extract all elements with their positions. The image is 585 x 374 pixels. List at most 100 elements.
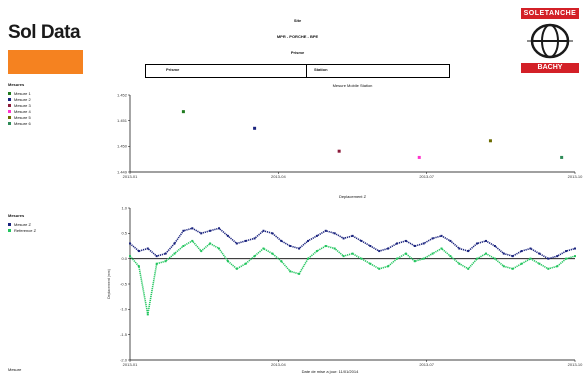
data-point: [235, 267, 238, 270]
data-point: [458, 247, 461, 250]
data-point: [396, 257, 398, 260]
data-point: [502, 265, 505, 268]
legend-bottom-title: Mesures: [8, 213, 25, 218]
data-point: [538, 252, 541, 255]
data-point: [502, 252, 505, 255]
data-point: [146, 313, 149, 316]
data-point: [431, 237, 434, 240]
data-point: [333, 232, 336, 235]
data-point: [333, 247, 336, 250]
data-point: [449, 255, 452, 258]
data-point: [485, 239, 487, 242]
data-point: [342, 237, 345, 240]
y-tick-label: 1.0: [121, 205, 127, 210]
data-point: [173, 252, 176, 255]
soldata-logo-text: Sol Data: [8, 22, 81, 43]
data-point: [369, 262, 372, 265]
data-point: [181, 110, 185, 114]
data-point: [209, 229, 212, 232]
legend-bottom: Mesures Mesure Z Reference Z: [8, 213, 36, 233]
data-point: [476, 257, 479, 260]
data-point: [280, 239, 283, 242]
data-point: [485, 252, 487, 255]
legend-top-item: Mesure 2: [8, 96, 31, 102]
legend-top-item: Mesure 3: [8, 102, 31, 108]
data-point: [253, 237, 256, 240]
data-point: [137, 250, 140, 253]
legend-top: Mesures Mesure 1 Mesure 2 Mesure 3 Mesur…: [8, 82, 31, 126]
soldata-logo-band: [8, 50, 83, 74]
header-site: Site: [293, 18, 302, 23]
data-point: [493, 257, 496, 260]
data-point: [129, 242, 131, 245]
data-point: [574, 247, 576, 250]
header-project: MPR - PORCHE - BPE: [276, 34, 319, 39]
data-point: [404, 252, 407, 255]
data-point: [404, 239, 407, 242]
footer-center: Date de mise a jour: 11/01/2014: [301, 369, 359, 374]
header-box-left: Prisme: [166, 67, 180, 72]
chart-top-title: Mesure Mobile Station: [332, 83, 373, 88]
data-point: [200, 250, 203, 253]
x-tick-label: 2013-07: [419, 362, 434, 367]
data-point: [476, 242, 479, 245]
data-point: [360, 257, 363, 260]
data-point: [449, 239, 452, 242]
data-point: [560, 155, 564, 159]
data-point: [244, 262, 247, 265]
data-point: [467, 250, 470, 253]
data-point: [262, 229, 265, 232]
data-point: [565, 257, 568, 260]
data-point: [440, 234, 443, 237]
legend-top-item: Mesure 4: [8, 108, 31, 114]
data-point: [137, 265, 140, 268]
data-point: [298, 247, 301, 250]
globe-icon: [527, 23, 573, 59]
data-point: [324, 245, 327, 247]
data-point: [351, 252, 354, 255]
data-point: [387, 247, 390, 250]
data-point: [511, 267, 514, 270]
data-point: [324, 229, 327, 232]
data-point: [431, 252, 434, 255]
data-point: [529, 247, 532, 250]
data-point: [440, 247, 443, 250]
x-tick-label: 2013-04: [271, 362, 286, 367]
data-point: [129, 255, 131, 258]
legend-top-title: Mesures: [8, 82, 25, 87]
legend-top-item: Mesure 5: [8, 114, 31, 120]
x-tick-label: 2013-01: [123, 174, 138, 179]
y-axis-label: Deplacement (mm): [107, 269, 111, 299]
y-tick-label: 1.452: [117, 92, 128, 97]
y-tick-label: 1.451: [117, 118, 128, 123]
soletanche-logo-top: SOLETANCHE: [521, 8, 579, 19]
data-point: [520, 262, 523, 265]
data-point: [574, 255, 576, 258]
legend-bottom-item: Reference Z: [8, 227, 36, 233]
data-point: [493, 245, 496, 247]
data-point: [556, 255, 559, 258]
data-point: [209, 242, 212, 245]
soletanche-bachy-logo: SOLETANCHE BACHY: [521, 8, 579, 73]
data-point: [173, 242, 176, 245]
data-point: [422, 242, 425, 245]
data-point: [262, 247, 265, 250]
data-point: [520, 250, 523, 253]
data-point: [218, 247, 220, 250]
data-point: [422, 257, 425, 260]
data-point: [547, 267, 550, 270]
data-point: [565, 250, 568, 253]
legend-top-item: Mesure 6: [8, 120, 31, 126]
data-point: [458, 262, 461, 265]
x-tick-label: 2013-07: [419, 174, 434, 179]
y-tick-label: 1.449: [117, 169, 128, 174]
data-point: [226, 234, 229, 237]
data-point: [200, 232, 203, 235]
data-point: [271, 232, 274, 235]
data-point: [417, 155, 421, 159]
data-point: [337, 149, 341, 153]
data-point: [378, 267, 381, 270]
legend-bottom-item: Mesure Z: [8, 221, 36, 227]
data-point: [538, 262, 541, 265]
data-point: [556, 265, 559, 268]
